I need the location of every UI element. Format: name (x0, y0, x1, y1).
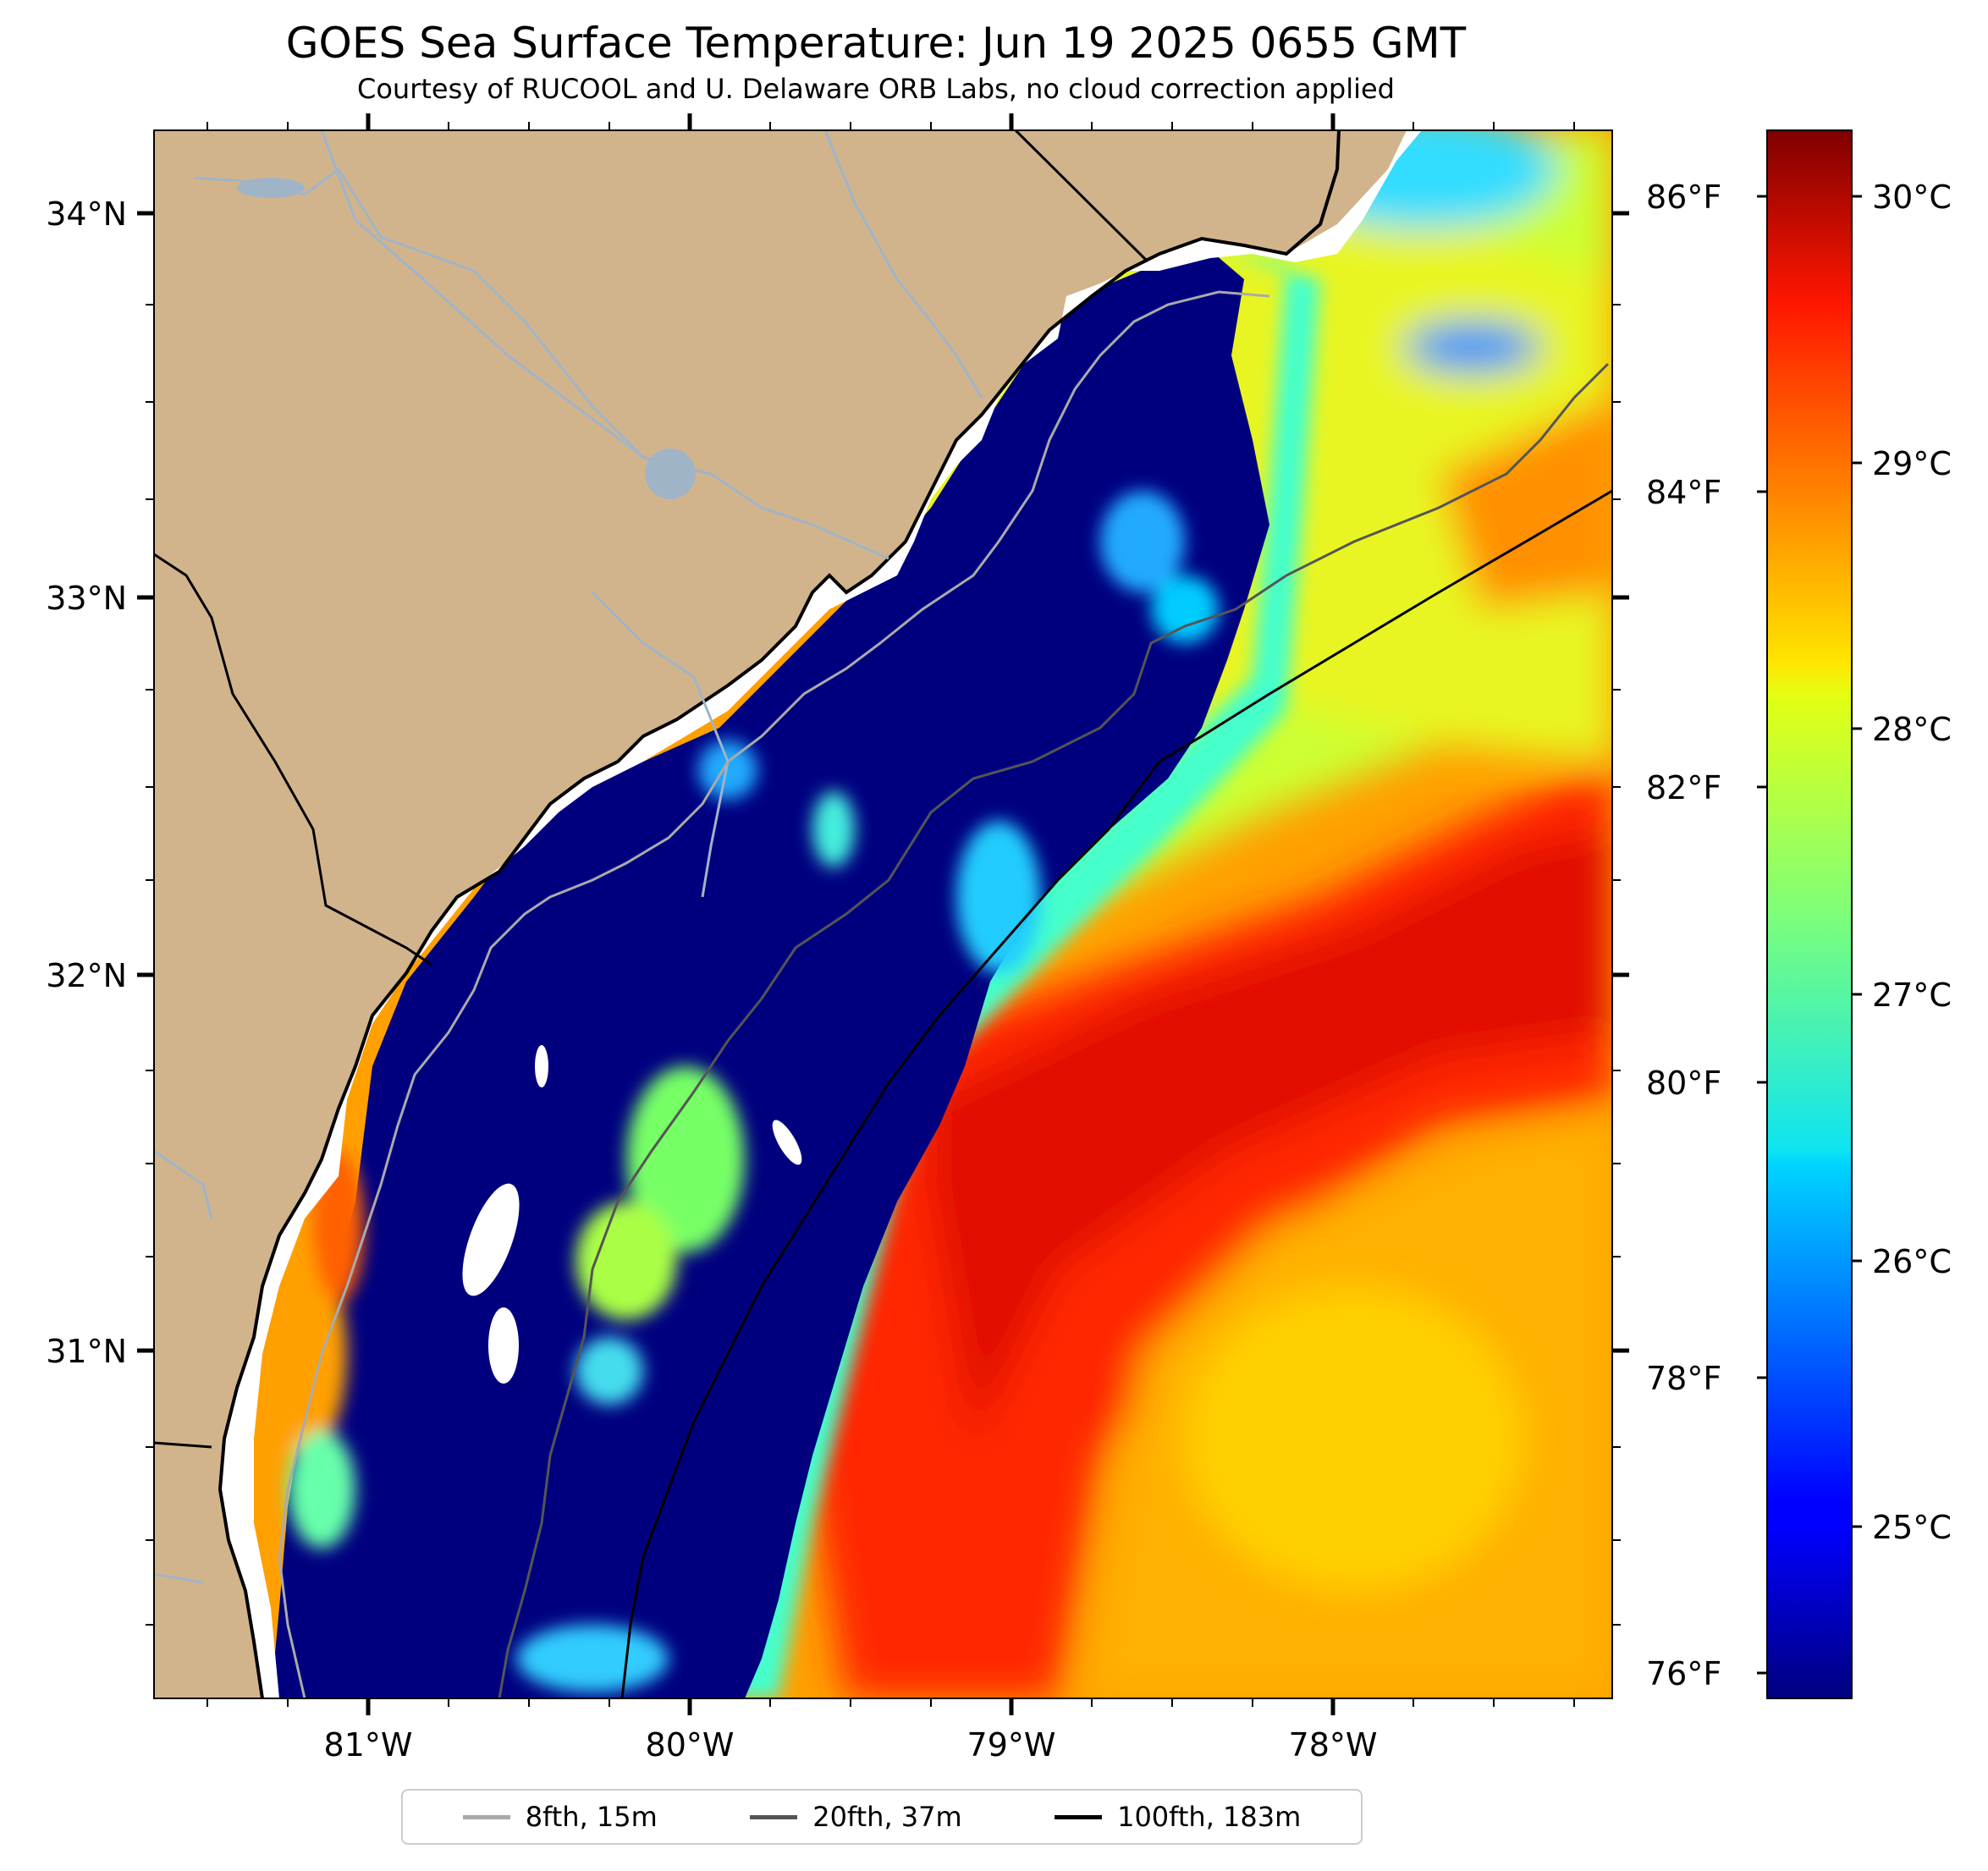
fahrenheit-label: 86°F (1646, 179, 1721, 216)
lat-label: 31°N (46, 1333, 127, 1370)
celsius-label: 25°C (1872, 1509, 1952, 1546)
lon-label: 79°W (967, 1726, 1056, 1764)
legend-swatch (1055, 1814, 1103, 1819)
fahrenheit-label: 78°F (1646, 1360, 1721, 1397)
fahrenheit-label: 80°F (1646, 1065, 1721, 1102)
lat-label: 34°N (46, 195, 127, 233)
no-data-patch (488, 1307, 519, 1384)
isobath-8fth (278, 290, 1270, 1698)
cold-shelf-water (271, 254, 1269, 1698)
lon-ticks (366, 113, 1335, 1715)
lon-label: 80°W (646, 1726, 735, 1764)
state-boundary (154, 130, 1148, 1449)
legend-label: 20fth, 37m (812, 1801, 962, 1833)
legend-item-20fth: 20fth, 37m (750, 1801, 962, 1833)
no-data-patch (772, 1120, 802, 1165)
map-frame (153, 129, 1613, 1699)
fahrenheit-label: 82°F (1646, 769, 1721, 806)
fahrenheit-label: 76°F (1646, 1655, 1721, 1692)
celsius-label: 26°C (1872, 1243, 1952, 1280)
legend-item-8fth: 8fth, 15m (462, 1801, 658, 1833)
celsius-ticks (1852, 195, 1862, 1528)
legend-label: 100fth, 183m (1117, 1801, 1302, 1833)
lat-label: 33°N (46, 580, 127, 617)
fahrenheit-ticks (1757, 195, 1767, 1675)
legend-label: 8fth, 15m (525, 1801, 658, 1833)
legend-swatch (750, 1814, 798, 1819)
isobath-100fth (620, 489, 1612, 1698)
isobath-20fth (498, 362, 1610, 1698)
lon-label: 81°W (324, 1726, 413, 1764)
sst-map (154, 130, 1612, 1698)
lat-ticks-left (137, 211, 154, 1353)
lat-label: 32°N (46, 957, 127, 994)
colorbar (1766, 129, 1853, 1699)
legend-item-100fth: 100fth, 183m (1055, 1801, 1301, 1833)
fahrenheit-label: 84°F (1646, 474, 1721, 511)
legend-swatch (462, 1814, 510, 1819)
map-title: GOES Sea Surface Temperature: Jun 19 202… (285, 19, 1467, 68)
land (154, 130, 1407, 1698)
no-data-patch (535, 1045, 548, 1087)
minor-ticks (146, 122, 1621, 1707)
no-data-patch (462, 1183, 520, 1296)
coastline (218, 130, 1341, 1698)
lat-ticks-right (1612, 211, 1629, 1353)
celsius-label: 27°C (1872, 977, 1952, 1014)
celsius-label: 29°C (1872, 445, 1952, 482)
map-subtitle: Courtesy of RUCOOL and U. Delaware ORB L… (357, 73, 1395, 105)
celsius-label: 28°C (1872, 711, 1952, 748)
celsius-label: 30°C (1872, 179, 1952, 216)
isobath-legend: 8fth, 15m 20fth, 37m 100fth, 183m (401, 1789, 1363, 1845)
lon-label: 78°W (1289, 1726, 1378, 1764)
